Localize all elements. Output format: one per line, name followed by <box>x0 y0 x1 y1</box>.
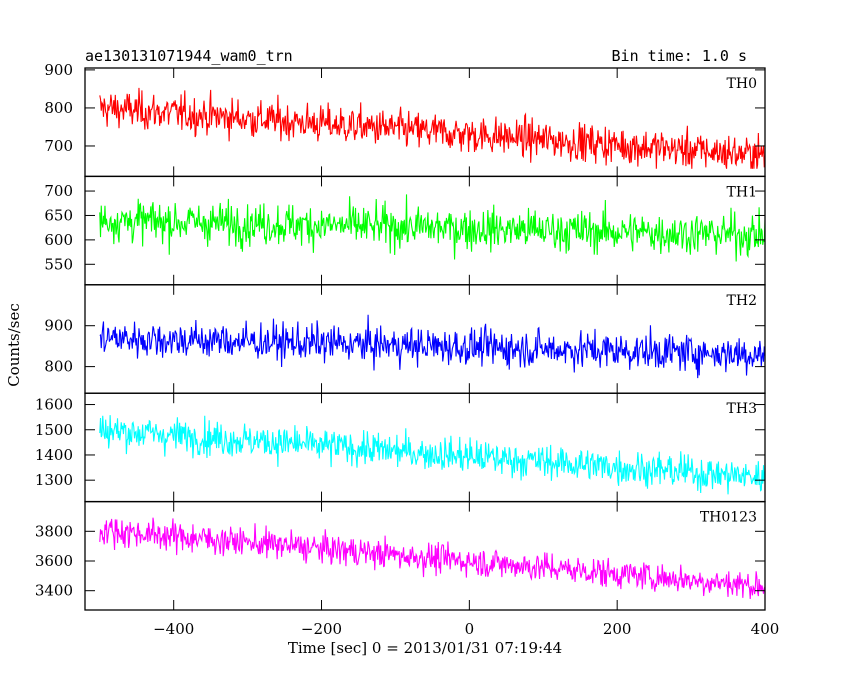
y-tick-label: 650 <box>44 206 73 224</box>
panel-label-th1: TH1 <box>727 184 757 200</box>
x-axis-title: Time [sec] 0 = 2013/01/31 07:19:44 <box>288 639 562 657</box>
panel-frame <box>84 67 766 178</box>
y-tick-label: 3600 <box>35 552 73 570</box>
x-tick-label: 200 <box>603 620 632 638</box>
panel-th0123: 3400 3600 3800 TH0123 <box>35 500 766 611</box>
y-tick-label: 600 <box>44 231 73 249</box>
panel-label-th0123: TH0123 <box>700 510 757 526</box>
series-line-th1 <box>99 194 765 262</box>
y-tick-label: 800 <box>44 99 73 117</box>
x-tick-label: 400 <box>751 620 780 638</box>
y-tick-label: 900 <box>44 317 73 335</box>
y-tick-label: 550 <box>44 255 73 273</box>
panels-group: 700 800 900 TH0 550 600 650 700 TH1 800 900 TH2 1300… <box>35 61 766 611</box>
x-tick-label: −200 <box>301 620 342 638</box>
y-tick-label: 3800 <box>35 522 73 540</box>
y-tick-label: 900 <box>44 61 73 79</box>
y-tick-label: 700 <box>44 182 73 200</box>
panel-label-th2: TH2 <box>727 293 757 309</box>
y-tick-label: 700 <box>44 137 73 155</box>
y-tick-label: 1400 <box>35 446 73 464</box>
panel-label-th0: TH0 <box>727 76 757 92</box>
y-tick-label: 1300 <box>35 471 73 489</box>
bin-time-label: Bin time: 1.0 s <box>612 47 747 65</box>
panel-th3: 1300 1400 1500 1600 TH3 <box>35 392 766 503</box>
y-tick-label: 1600 <box>35 396 73 414</box>
series-line-th0 <box>99 87 765 169</box>
y-axis-title: Counts/sec <box>5 303 23 387</box>
panel-frame <box>84 284 766 394</box>
panel-th0: 700 800 900 TH0 <box>44 61 766 178</box>
panel-label-th3: TH3 <box>727 401 757 417</box>
series-line-th0123 <box>99 517 765 599</box>
y-tick-label: 800 <box>44 358 73 376</box>
x-tick-label: −400 <box>153 620 194 638</box>
panel-th1: 550 600 650 700 TH1 <box>44 175 766 286</box>
x-axis: −400 −200 0 200 400 <box>153 620 779 638</box>
chart-title: ae130131071944_wam0_trn <box>85 47 293 65</box>
panel-frame <box>84 500 766 611</box>
y-tick-label: 3400 <box>35 582 73 600</box>
series-line-th2 <box>99 314 765 379</box>
x-tick-label: 0 <box>465 620 475 638</box>
series-line-th3 <box>99 415 765 495</box>
panel-th2: 800 900 TH2 <box>44 284 766 394</box>
y-tick-label: 1500 <box>35 421 73 439</box>
